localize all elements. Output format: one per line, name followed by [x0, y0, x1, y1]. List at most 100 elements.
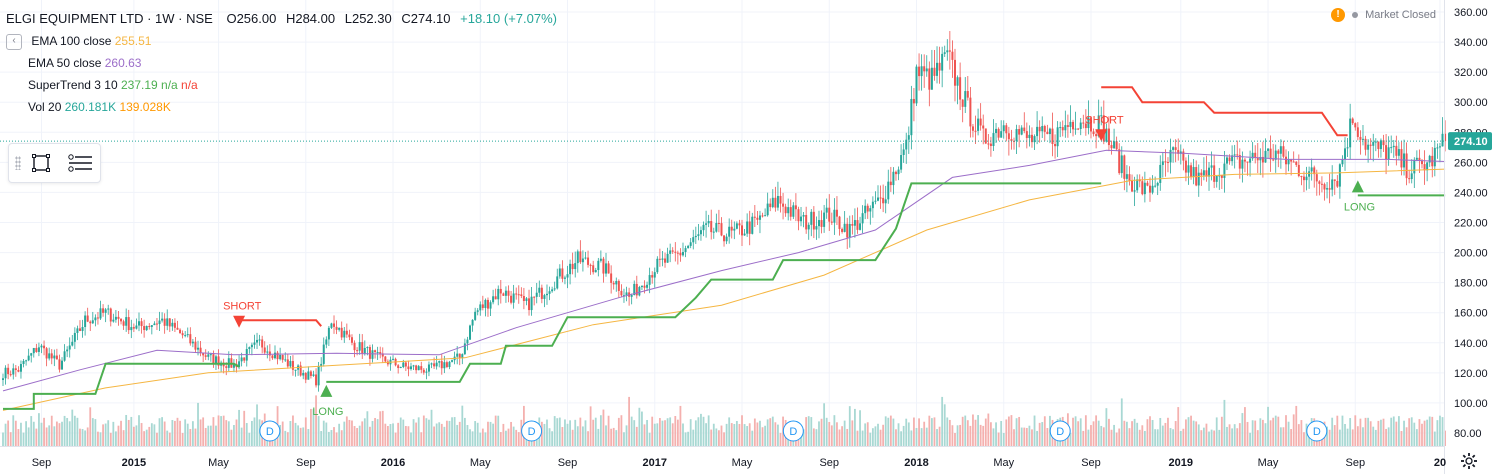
- candle-body: [512, 293, 515, 303]
- dividend-marker: [259, 420, 281, 442]
- candle-body: [125, 317, 128, 326]
- candle-body: [268, 351, 271, 356]
- candle-body: [1154, 185, 1157, 187]
- volume-bar: [89, 407, 92, 446]
- candle-body: [510, 295, 513, 303]
- list-settings-icon[interactable]: [67, 153, 93, 173]
- close-value: C274.10: [401, 11, 451, 26]
- candle-body: [753, 216, 756, 218]
- candle-body: [810, 211, 813, 225]
- volume-bar: [964, 415, 967, 446]
- candle-body: [91, 320, 94, 324]
- candle-body: [1246, 161, 1249, 163]
- volume-bar: [143, 431, 146, 446]
- candle-body: [1133, 190, 1136, 192]
- candle-body: [4, 367, 7, 379]
- candle-body: [1079, 122, 1082, 129]
- candle-body: [1272, 159, 1275, 161]
- candle-body: [966, 91, 969, 98]
- symbol-title[interactable]: ELGI EQUIPMENT LTD · 1W · NSE: [6, 11, 213, 26]
- volume-bar: [948, 419, 951, 446]
- candle-body: [563, 277, 566, 279]
- candle-body: [1015, 129, 1018, 142]
- volume-bar: [679, 405, 682, 446]
- candle-body: [243, 357, 246, 361]
- candle-body: [1256, 157, 1259, 161]
- rectangle-icon[interactable]: [31, 153, 51, 173]
- volume-bar: [53, 426, 56, 446]
- candle-body: [420, 366, 423, 370]
- candle-body: [1333, 179, 1336, 181]
- volume-bar: [240, 427, 243, 446]
- volume-bar: [954, 432, 956, 446]
- candle-body: [797, 209, 800, 222]
- candle-body: [900, 155, 903, 170]
- drag-handle-icon[interactable]: [15, 156, 21, 170]
- candle-body: [214, 356, 217, 364]
- candle-body: [771, 197, 774, 208]
- volume-bar: [779, 432, 782, 446]
- candle-body: [956, 77, 959, 86]
- candle-body: [122, 321, 125, 326]
- candle-body: [1238, 155, 1241, 169]
- volume-bar: [207, 425, 210, 446]
- volume-bar: [815, 429, 818, 446]
- volume-bar: [333, 427, 335, 446]
- volume-bar: [1097, 420, 1100, 446]
- candle-body: [597, 260, 600, 271]
- volume-bar: [1256, 430, 1259, 446]
- candle-body: [476, 310, 479, 312]
- volume-bar: [702, 416, 705, 446]
- collapse-legend-icon[interactable]: ‹: [6, 33, 22, 50]
- candle-body: [1072, 121, 1075, 130]
- volume-bar: [1333, 425, 1336, 446]
- volume-bar: [30, 416, 33, 446]
- volume-bar: [838, 429, 841, 446]
- floating-drawing-toolbar[interactable]: [8, 143, 101, 183]
- candle-body: [853, 220, 856, 226]
- volume-bar: [335, 432, 338, 446]
- candle-body: [535, 292, 538, 297]
- candle-body: [1336, 180, 1339, 187]
- volume-bar: [1138, 429, 1141, 446]
- gear-icon[interactable]: [1460, 452, 1478, 470]
- volume-bar: [294, 422, 297, 446]
- candle-body: [815, 226, 818, 230]
- volume-bar: [928, 415, 931, 446]
- candle-body: [1102, 115, 1105, 142]
- volume-bar: [1136, 422, 1139, 446]
- volume-bar: [1439, 415, 1441, 446]
- candle-body: [312, 374, 315, 376]
- volume-bar: [861, 430, 864, 446]
- candle-body: [425, 371, 428, 373]
- candle-body: [343, 330, 346, 338]
- volume-bar: [325, 422, 328, 446]
- candle-body: [181, 333, 184, 336]
- volume-bar: [1007, 416, 1010, 446]
- ema100-row[interactable]: ‹ EMA 100 close 255.51: [6, 30, 557, 52]
- supertrend-row[interactable]: SuperTrend 3 10 237.19 n/a n/a: [28, 74, 557, 96]
- volume-bar: [836, 422, 838, 446]
- volume-bar: [682, 423, 684, 446]
- candle-body: [1387, 147, 1390, 160]
- volume-bar: [428, 419, 430, 446]
- volume-bar: [582, 426, 584, 446]
- candle-body: [748, 221, 751, 234]
- volume-bar: [479, 432, 482, 446]
- candle-body: [715, 223, 718, 232]
- warning-icon[interactable]: !: [1331, 8, 1345, 22]
- volume-bar: [1408, 418, 1411, 446]
- volume-bar: [643, 424, 646, 446]
- ema50-row[interactable]: EMA 50 close 260.63: [28, 52, 557, 74]
- candle-body: [1218, 175, 1221, 177]
- volume-bar: [1436, 420, 1439, 446]
- candle-body: [892, 171, 895, 186]
- candle-body: [612, 282, 615, 285]
- volume-bar: [1077, 421, 1080, 446]
- volume-row[interactable]: Vol 20 260.181K 139.028K: [28, 96, 557, 118]
- market-status[interactable]: ! Market Closed: [1331, 8, 1436, 22]
- candle-body: [202, 352, 205, 356]
- volume-bar: [1146, 419, 1149, 446]
- volume-bar: [1128, 428, 1131, 446]
